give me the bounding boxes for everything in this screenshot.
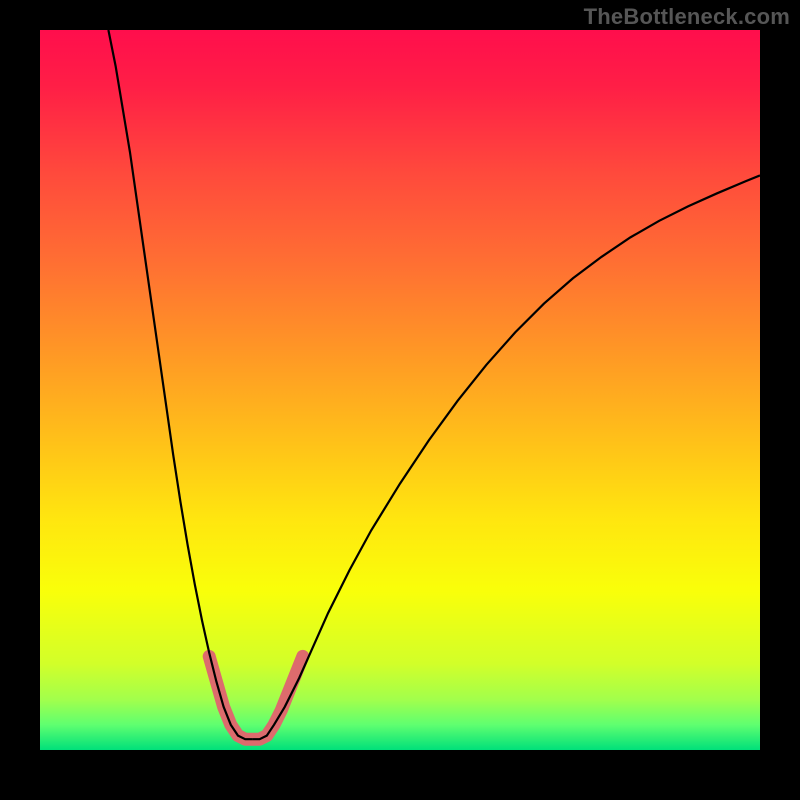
bottleneck-curve-plot <box>40 30 760 750</box>
plot-area <box>40 30 760 750</box>
chart-frame: TheBottleneck.com <box>0 0 800 800</box>
gradient-background <box>40 30 760 750</box>
watermark-label: TheBottleneck.com <box>584 4 790 30</box>
